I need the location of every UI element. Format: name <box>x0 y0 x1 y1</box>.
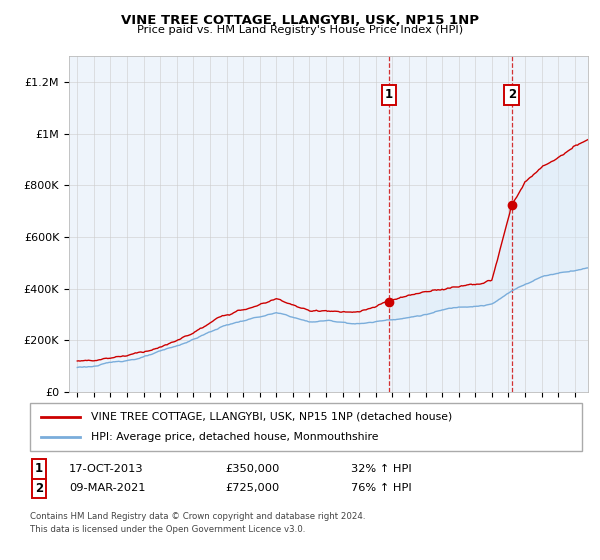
Text: 17-OCT-2013: 17-OCT-2013 <box>69 464 143 474</box>
Text: HPI: Average price, detached house, Monmouthshire: HPI: Average price, detached house, Monm… <box>91 432 378 442</box>
Text: 2: 2 <box>35 482 43 495</box>
Text: 1: 1 <box>385 88 393 101</box>
Text: 76% ↑ HPI: 76% ↑ HPI <box>351 483 412 493</box>
Text: Price paid vs. HM Land Registry's House Price Index (HPI): Price paid vs. HM Land Registry's House … <box>137 25 463 35</box>
Text: 1: 1 <box>35 462 43 475</box>
Text: This data is licensed under the Open Government Licence v3.0.: This data is licensed under the Open Gov… <box>30 525 305 534</box>
Text: VINE TREE COTTAGE, LLANGYBI, USK, NP15 1NP (detached house): VINE TREE COTTAGE, LLANGYBI, USK, NP15 1… <box>91 412 452 422</box>
Text: 32% ↑ HPI: 32% ↑ HPI <box>351 464 412 474</box>
Text: 09-MAR-2021: 09-MAR-2021 <box>69 483 146 493</box>
Text: £725,000: £725,000 <box>225 483 279 493</box>
Text: 2: 2 <box>508 88 516 101</box>
Text: Contains HM Land Registry data © Crown copyright and database right 2024.: Contains HM Land Registry data © Crown c… <box>30 512 365 521</box>
FancyBboxPatch shape <box>30 403 582 451</box>
Text: £350,000: £350,000 <box>225 464 280 474</box>
Text: VINE TREE COTTAGE, LLANGYBI, USK, NP15 1NP: VINE TREE COTTAGE, LLANGYBI, USK, NP15 1… <box>121 14 479 27</box>
